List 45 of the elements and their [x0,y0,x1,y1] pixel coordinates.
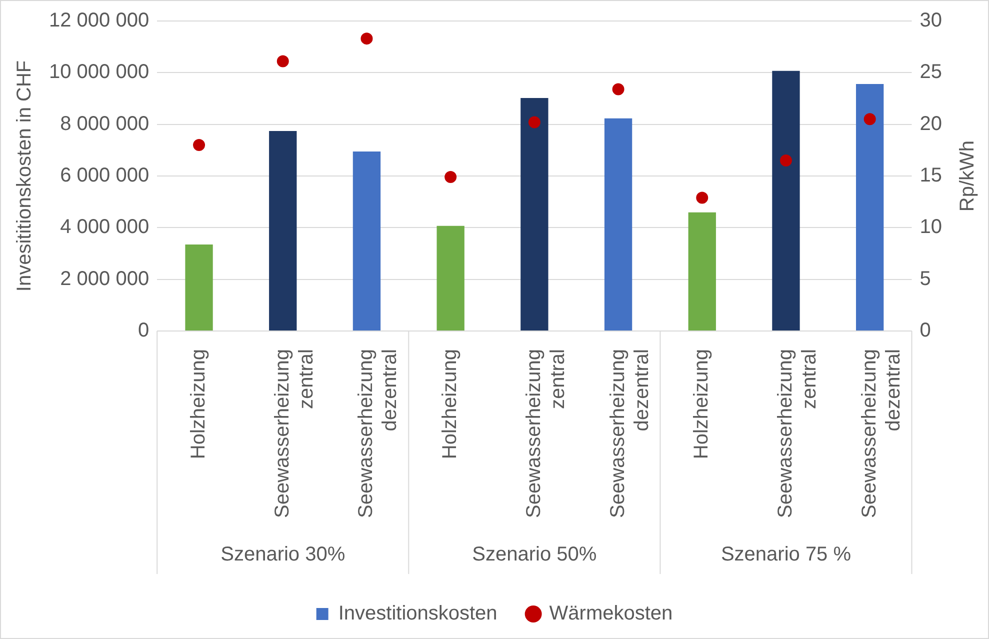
point [528,116,540,128]
bar [772,70,800,331]
text: Szenario 75 % [720,544,852,566]
y-tick-label: 4 000 000 [60,216,150,238]
y-axis-title: Invesititionskosten in CHF [14,60,36,292]
bar [604,118,632,331]
bar [185,244,213,331]
x-tick-label: Seewasserheizung zentral [271,349,318,518]
y-tick-label: 8 000 000 [60,112,150,135]
bar [856,84,884,331]
y2-tick-label: 5 [920,268,931,290]
y2-tick-label: 10 [920,216,942,238]
legend-label: Wärmekosten [549,602,673,625]
point [612,83,624,96]
x-tick-label: Holzheizung [690,349,713,460]
y-tick-label: 0 [138,320,150,342]
bar [436,226,464,331]
y-tick-label: 12 000 000 [48,10,150,32]
y-tick-label: 2 000 000 [60,268,150,290]
x-tick-label: Holzheizung [439,349,462,460]
text: Szenario 30% [220,544,346,566]
point [360,32,373,45]
point [696,192,708,204]
bar [352,151,381,331]
y-tick-label: 6 000 000 [60,164,150,187]
point [444,171,457,184]
x-tick-label: Holzheizung [188,349,210,460]
y2-tick-label: 15 [920,164,942,187]
y2-tick-label: 0 [920,320,931,342]
point [276,55,289,68]
y-tick-label: 10 000 000 [48,61,150,84]
bar [688,212,716,331]
y2-tick-label: 20 [920,112,942,135]
x-tick-label: Seewasserheizung zentral [774,349,820,518]
point [193,139,206,152]
point [780,154,792,167]
legend-label: Investitionskosten [338,602,498,625]
point [864,113,876,126]
bar [520,98,548,331]
y2-tick-label: 30 [920,10,942,32]
y2-axis-title: Rp/kWh [956,140,979,212]
y2-tick-label: 25 [920,61,942,84]
text: Szenario 50% [472,544,597,566]
bar [269,131,297,331]
x-tick-label: Seewasserheizung zentral [522,349,569,518]
